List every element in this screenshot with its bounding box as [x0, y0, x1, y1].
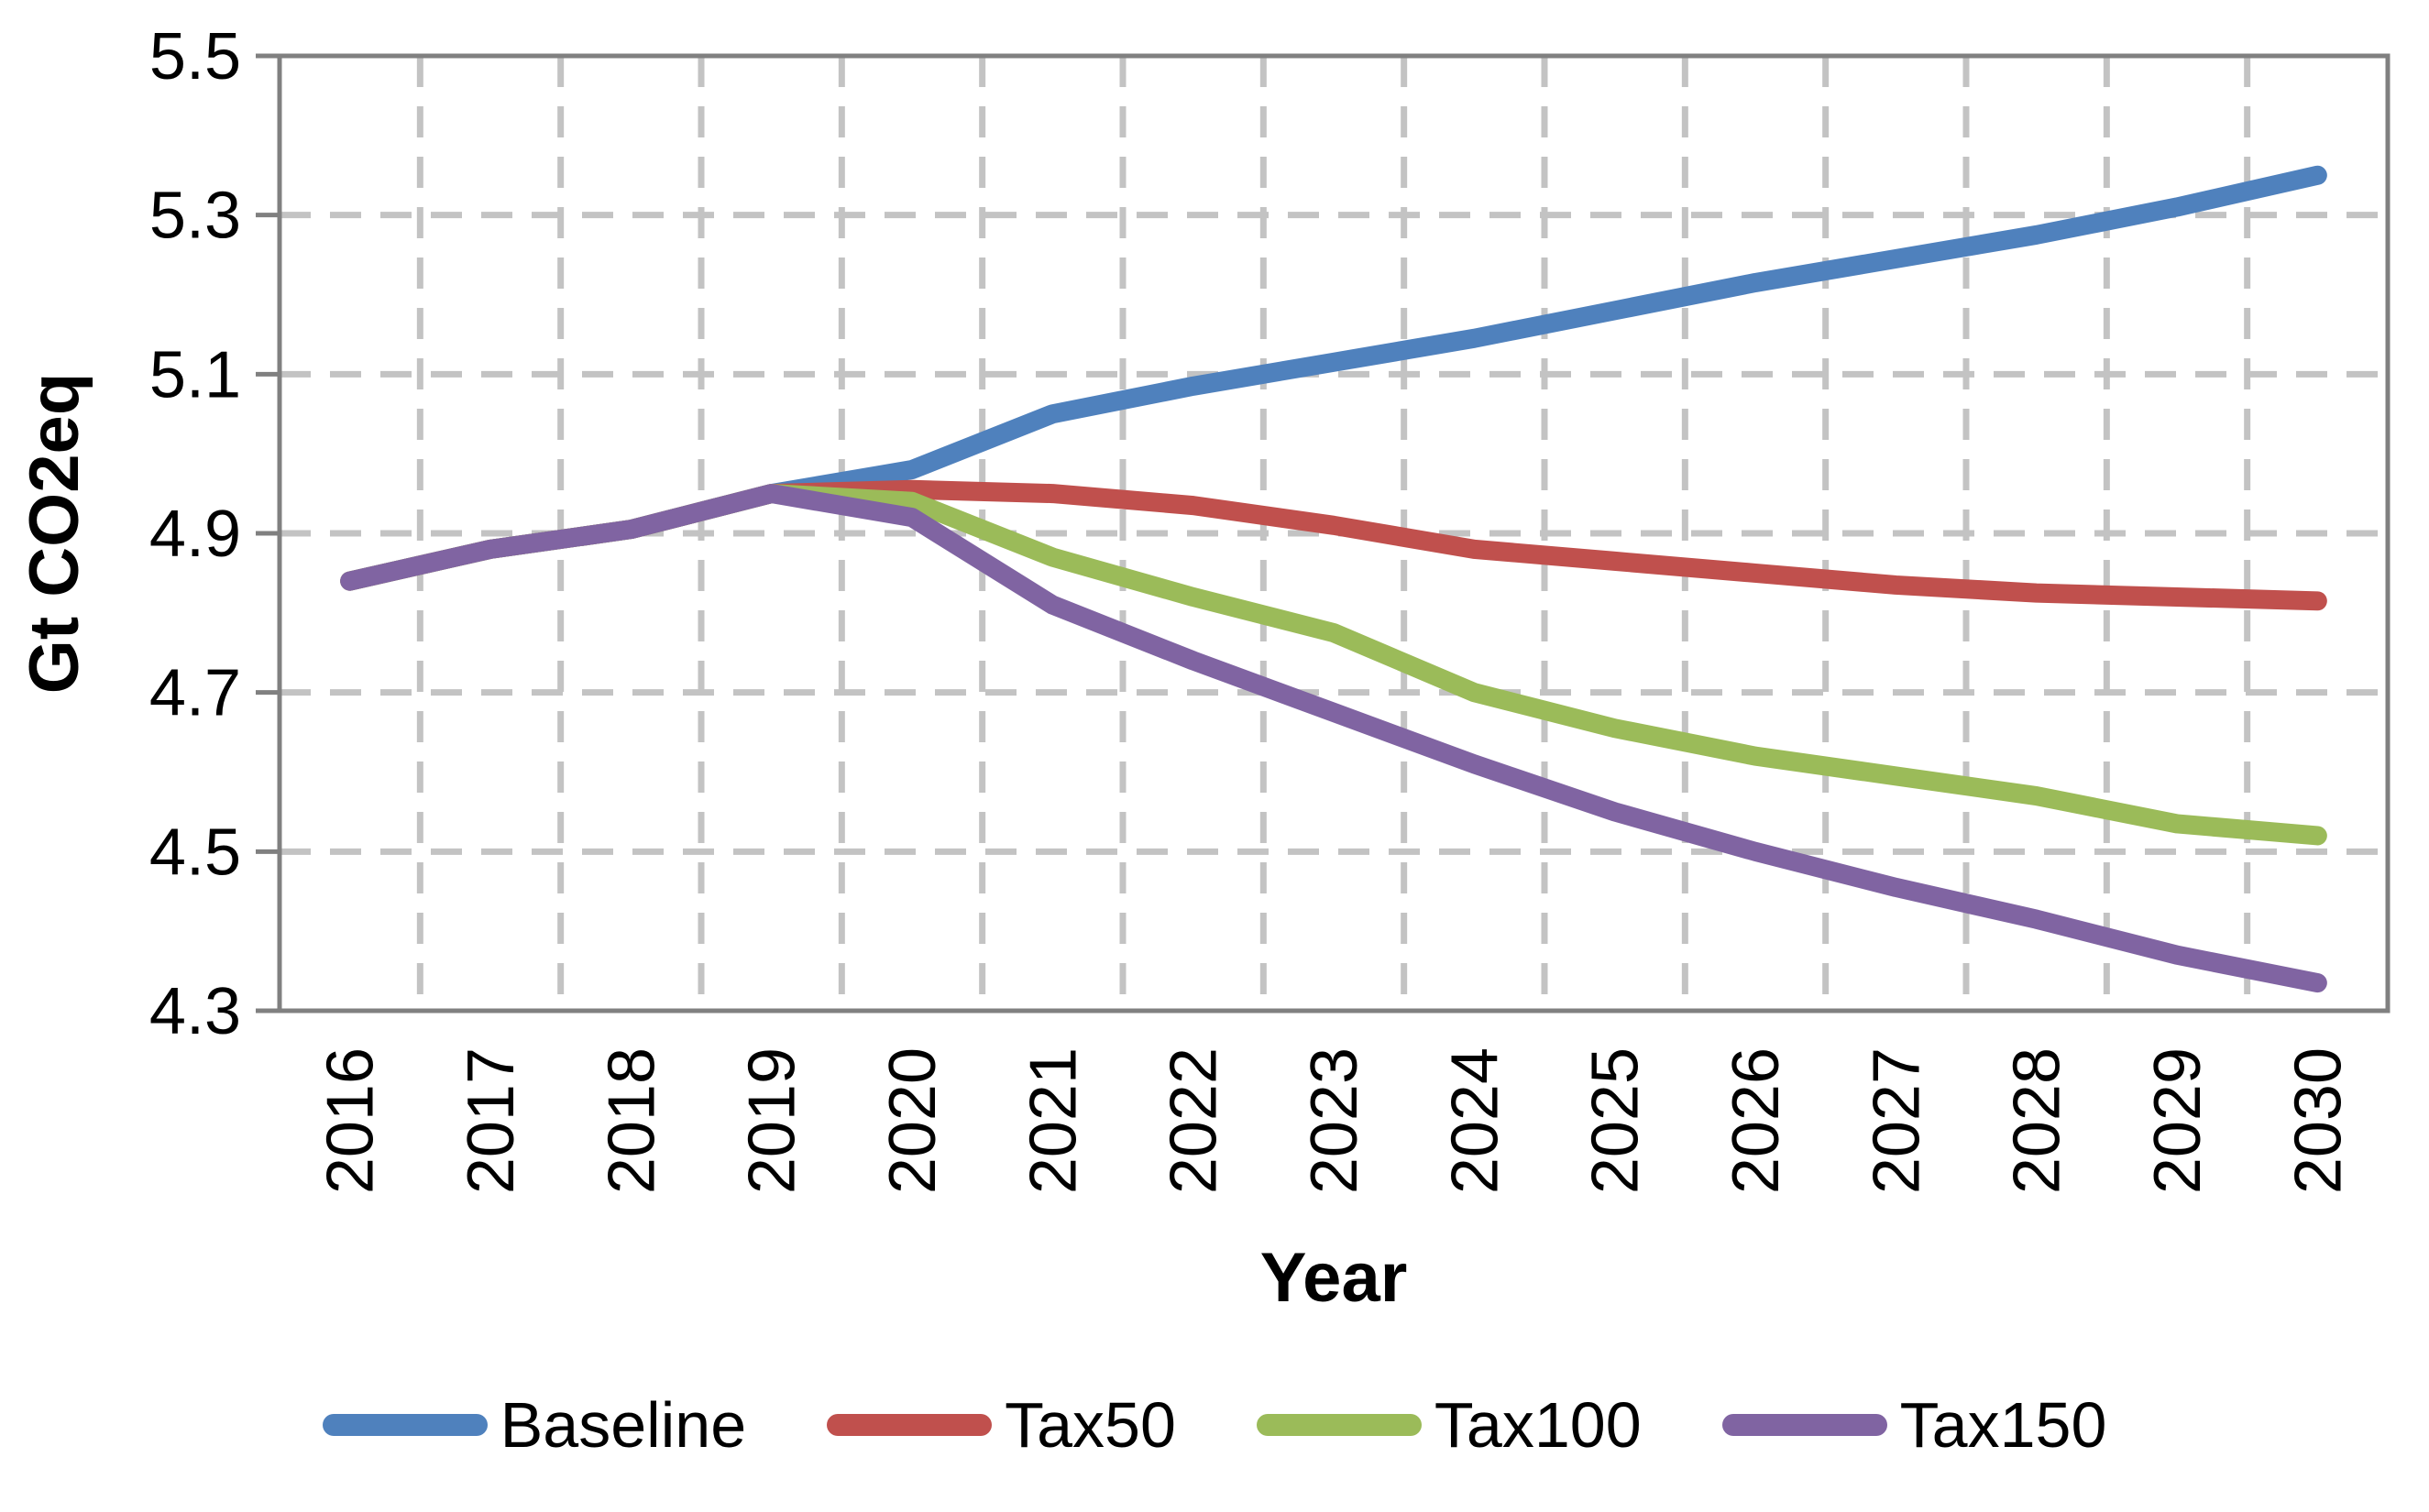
legend-item-tax150: Tax150 [1721, 1379, 2107, 1471]
series-line-tax150 [340, 484, 2327, 993]
y-tick-label: 4.9 [149, 498, 241, 571]
y-tick-label: 4.3 [149, 975, 241, 1048]
y-tick-label: 4.5 [149, 816, 241, 889]
legend-swatch-tax50 [827, 1414, 993, 1436]
legend-item-baseline: Baseline [322, 1379, 747, 1471]
legend-swatch-tax150 [1721, 1414, 1887, 1436]
x-tick-label: 2023 [1298, 1047, 1371, 1194]
y-tick-label: 5.1 [149, 338, 241, 411]
y-axis-title: Gt CO2eq [16, 372, 93, 695]
x-tick-label: 2016 [314, 1047, 388, 1194]
x-tick-label: 2017 [455, 1047, 528, 1194]
legend-label-tax150: Tax150 [1899, 1389, 2107, 1461]
x-axis-title: Year [1259, 1239, 1408, 1317]
y-tick-label: 4.7 [149, 657, 241, 730]
legend-label-baseline: Baseline [500, 1389, 747, 1461]
legend-label-tax50: Tax50 [1005, 1389, 1176, 1461]
x-tick-label: 2028 [2001, 1047, 2074, 1194]
series-line-tax100 [340, 484, 2327, 846]
x-tick-label: 2029 [2141, 1047, 2215, 1194]
x-tick-label: 2018 [595, 1047, 668, 1194]
x-tick-label: 2027 [1860, 1047, 1933, 1194]
legend-item-tax50: Tax50 [827, 1379, 1176, 1471]
x-tick-label: 2025 [1579, 1047, 1653, 1194]
legend-item-tax100: Tax100 [1256, 1379, 1642, 1471]
legend-label-tax100: Tax100 [1434, 1389, 1642, 1461]
x-tick-label: 2020 [876, 1047, 950, 1194]
y-tick-label: 5.5 [149, 20, 241, 93]
x-tick-label: 2026 [1720, 1047, 1793, 1194]
x-tick-label: 2019 [736, 1047, 809, 1194]
x-tick-label: 2022 [1158, 1047, 1231, 1194]
legend-swatch-baseline [322, 1414, 488, 1436]
legend-swatch-tax100 [1256, 1414, 1422, 1436]
x-tick-label: 2030 [2281, 1047, 2355, 1194]
legend: Baseline Tax50 Tax100 Tax150 [0, 1379, 2429, 1471]
x-tick-label: 2021 [1017, 1047, 1090, 1194]
x-tick-label: 2024 [1438, 1047, 1511, 1194]
y-tick-label: 5.3 [149, 180, 241, 253]
series-line-tax50 [340, 479, 2327, 611]
